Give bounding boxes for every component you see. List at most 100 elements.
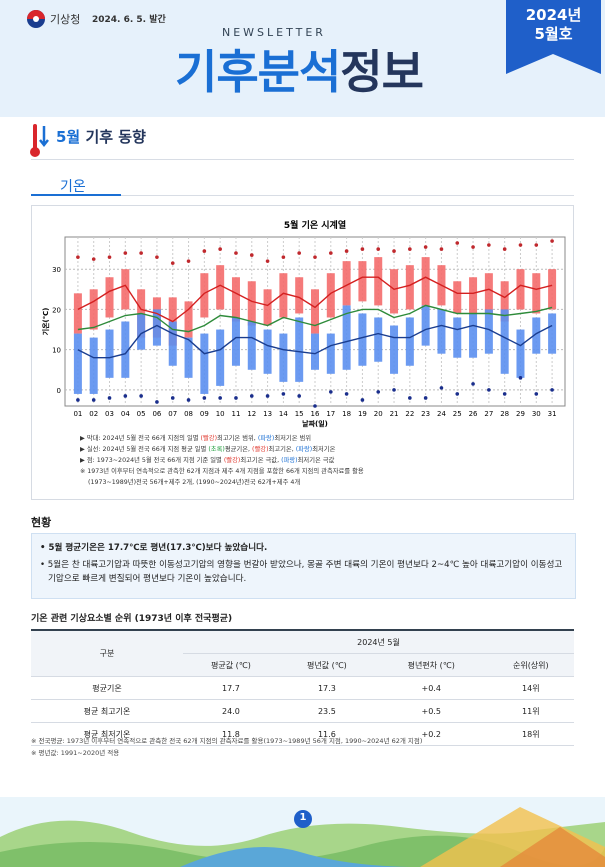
record-dot <box>534 243 539 247</box>
x-tick-label: 23 <box>421 410 430 418</box>
table-cell: +0.4 <box>374 676 488 700</box>
x-tick-label: 18 <box>342 410 351 418</box>
range-bar <box>358 261 367 302</box>
x-tick-label: 30 <box>532 410 541 418</box>
record-dot <box>155 255 159 259</box>
range-bar <box>374 257 383 306</box>
record-dot <box>91 398 96 402</box>
x-tick-label: 21 <box>390 410 399 418</box>
range-bar <box>532 273 541 314</box>
record-dot <box>218 396 222 400</box>
chart: 5월 기온 시계열 0 10 20 30 01 02 03 04 05 06 07 08 09 10 11 12… <box>41 219 566 428</box>
record-dot <box>408 247 412 251</box>
x-tick-label: 05 <box>137 410 146 418</box>
record-dot <box>439 247 444 251</box>
table-row: 평균 최고기온 24.0 23.5 +0.5 11위 <box>31 699 574 723</box>
record-dot <box>550 388 554 392</box>
range-bar <box>73 333 82 394</box>
badge <box>506 0 601 74</box>
range-bar <box>453 317 462 358</box>
record-dot <box>281 392 286 396</box>
record-dot <box>139 394 143 398</box>
record-dot <box>329 251 333 255</box>
record-dot <box>218 247 222 251</box>
record-dot <box>76 255 80 259</box>
record-dot <box>392 388 396 392</box>
status-box: • 5월 평균기온은 17.7℃로 평년(17.3℃)보다 높았습니다. • 5… <box>31 533 576 599</box>
note-text: 최저기온 <box>312 446 336 453</box>
range-bar <box>231 277 240 322</box>
range-bar <box>231 317 240 366</box>
chart-title: 5월 기온 시계열 <box>284 219 346 231</box>
range-bar <box>500 309 509 374</box>
range-bar <box>279 333 288 382</box>
record-dot <box>518 376 523 380</box>
table-cell: 17.7 <box>183 676 279 700</box>
record-dot <box>155 400 159 404</box>
note-text: 평균기온, <box>224 446 253 453</box>
record-dot <box>376 390 381 394</box>
note-text: (파랑) <box>295 446 313 453</box>
record-dot <box>139 251 143 255</box>
status-heading: 현황 <box>31 516 52 529</box>
table-group: 2024년 5월 <box>183 631 574 654</box>
range-bar <box>105 277 114 318</box>
note-text: (파랑) <box>281 457 298 464</box>
x-tick-label: 27 <box>484 410 493 418</box>
note: ▶ 점: 1973~2024년 5월 전국 66개 지점 기준 일별 (빨강)최… <box>80 455 364 466</box>
x-tick-label: 07 <box>168 410 177 418</box>
table-cell: 24.0 <box>183 699 279 723</box>
x-tick-label: 13 <box>263 410 272 418</box>
range-bar <box>200 273 209 318</box>
column-header: 순위(상위) <box>487 653 574 677</box>
range-bar <box>168 321 177 366</box>
range-bar <box>469 313 478 358</box>
record-dot <box>455 241 460 245</box>
range-bar <box>484 309 493 354</box>
record-dot <box>234 396 238 400</box>
section-name: 기후 동향 <box>85 128 146 146</box>
range-bar <box>73 293 82 334</box>
note: ▶ 실선: 2024년 5월 전국 66개 지점 평균 일별 (초록)평균기온,… <box>80 444 364 455</box>
record-dot <box>487 388 491 392</box>
range-bar <box>121 321 130 378</box>
record-dot <box>76 398 80 402</box>
record-dot <box>423 245 428 249</box>
note-text: 최고기온 범위, <box>217 435 258 442</box>
x-tick-label: 29 <box>516 410 525 418</box>
record-dot <box>487 243 491 247</box>
range-bar <box>263 329 272 374</box>
note: (1973~1989년)전국 56개+제주 2개, (1990~2024년)전국… <box>80 477 364 488</box>
header: 기상청 2024. 6. 5. 발간 NEWSLETTER 기후분석정보 202… <box>0 0 605 117</box>
range-bar <box>342 261 351 306</box>
record-dot <box>202 396 207 400</box>
record-dot <box>502 392 507 396</box>
org: 기상청 <box>50 13 81 26</box>
range-bar <box>516 269 525 310</box>
range-bar <box>311 289 319 334</box>
range-bar <box>342 305 351 370</box>
range-bar <box>374 317 383 362</box>
tab: 기온 <box>60 179 86 195</box>
record-dot <box>91 257 96 261</box>
section-title: 5월 기후 동향 <box>56 126 146 147</box>
newsletter: NEWSLETTER <box>222 26 326 39</box>
range-bar <box>295 317 304 382</box>
range-bar <box>326 333 335 374</box>
range-bar <box>216 329 225 386</box>
record-dot <box>234 251 238 255</box>
note: ▶ 막대: 2024년 5월 전국 66개 지점의 일별 (빨강)최고기온 범위… <box>80 433 364 444</box>
x-tick-label: 16 <box>311 410 320 418</box>
title: 기후분석정보 <box>175 36 424 102</box>
table: 구분 2024년 5월 평균값 (℃) 평년값 (℃) 평년편차 (℃) 순위(상위) … <box>31 631 574 746</box>
x-tick-label: 28 <box>500 410 509 418</box>
date: 2024. 6. 5. 발간 <box>92 15 166 25</box>
record-dot <box>502 247 507 251</box>
note: ※ 1973년 이후부터 연속적으로 관측한 62개 지점과 제주 4개 지점을… <box>80 466 364 477</box>
note-text: (빨강) <box>252 446 269 453</box>
record-dot <box>281 255 286 259</box>
record-dot <box>313 255 317 259</box>
record-dot <box>297 394 301 398</box>
range-bar <box>311 333 319 370</box>
